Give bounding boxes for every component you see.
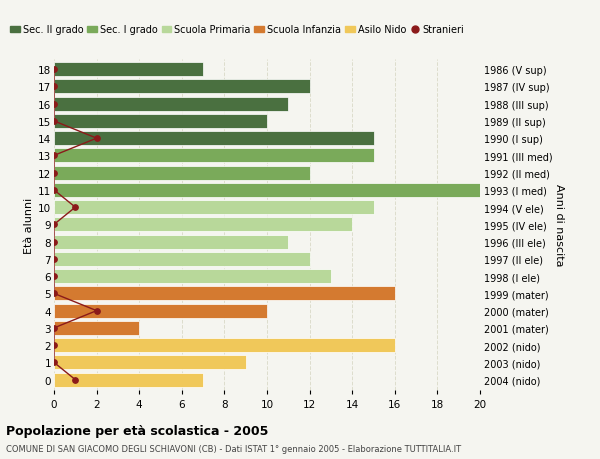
Point (92, 135, 101, 143)
Bar (54, 235, 289, 249)
Point (92, 308, 101, 315)
Point (49, 341, 59, 349)
Bar (54, 201, 373, 215)
Bar (54, 373, 203, 387)
Point (49, 325, 59, 332)
Bar (54, 149, 373, 163)
Point (49, 239, 59, 246)
Bar (54, 304, 267, 318)
Point (49, 152, 59, 160)
Legend: Sec. II grado, Sec. I grado, Scuola Primaria, Scuola Infanzia, Asilo Nido, Stran: Sec. II grado, Sec. I grado, Scuola Prim… (6, 22, 468, 39)
Point (49, 290, 59, 297)
Point (49, 170, 59, 177)
Bar (54, 287, 395, 301)
Point (49, 118, 59, 125)
Bar (54, 80, 310, 94)
Bar (54, 218, 352, 232)
Point (49, 84, 59, 91)
Bar (54, 356, 246, 369)
Point (71, 376, 80, 384)
Bar (54, 184, 480, 197)
Point (49, 256, 59, 263)
Bar (54, 63, 203, 77)
Bar (54, 252, 310, 266)
Text: COMUNE DI SAN GIACOMO DEGLI SCHIAVONI (CB) - Dati ISTAT 1° gennaio 2005 - Elabor: COMUNE DI SAN GIACOMO DEGLI SCHIAVONI (C… (6, 444, 461, 453)
Bar (54, 338, 395, 353)
Bar (54, 166, 310, 180)
Point (71, 204, 80, 211)
Y-axis label: Età alunni: Età alunni (24, 197, 34, 253)
Point (49, 101, 59, 108)
Text: Popolazione per età scolastica - 2005: Popolazione per età scolastica - 2005 (6, 425, 268, 437)
Bar (54, 269, 331, 284)
Point (49, 359, 59, 366)
Point (49, 221, 59, 229)
Point (49, 187, 59, 194)
Y-axis label: Anni di nascita: Anni di nascita (554, 184, 564, 266)
Bar (54, 132, 373, 146)
Bar (54, 321, 139, 335)
Point (49, 66, 59, 73)
Point (49, 273, 59, 280)
Bar (54, 115, 267, 129)
Bar (54, 97, 289, 112)
